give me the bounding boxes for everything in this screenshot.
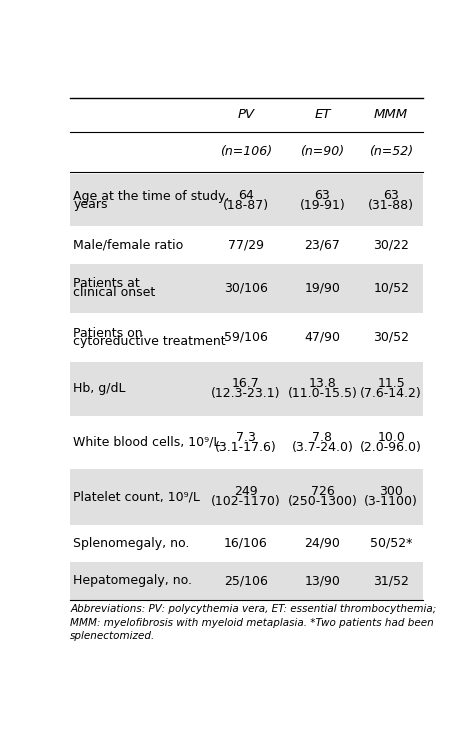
Text: 16/106: 16/106	[224, 537, 268, 550]
Text: (3.7-24.0): (3.7-24.0)	[292, 441, 353, 454]
Text: (n=106): (n=106)	[219, 145, 272, 158]
Text: years: years	[73, 198, 108, 211]
Text: Splenomegaly, no.: Splenomegaly, no.	[73, 537, 190, 550]
Text: Patients on: Patients on	[73, 326, 143, 340]
Text: Hb, g/dL: Hb, g/dL	[73, 382, 126, 395]
Text: ET: ET	[314, 108, 331, 121]
Text: 47/90: 47/90	[304, 331, 340, 344]
Text: Male/female ratio: Male/female ratio	[73, 238, 183, 252]
Text: 7.3: 7.3	[236, 431, 255, 444]
Bar	[70, 416, 423, 469]
Text: 19/90: 19/90	[304, 282, 340, 295]
Text: 64: 64	[238, 189, 254, 202]
Text: (7.6-14.2): (7.6-14.2)	[360, 387, 422, 400]
Text: (n=52): (n=52)	[369, 145, 413, 158]
Text: (2.0-96.0): (2.0-96.0)	[360, 441, 422, 454]
Text: 25/106: 25/106	[224, 574, 268, 588]
Text: 16.7: 16.7	[232, 378, 260, 390]
Bar	[70, 226, 423, 263]
Text: Hepatomegaly, no.: Hepatomegaly, no.	[73, 574, 192, 588]
Text: 31/52: 31/52	[373, 574, 409, 588]
Text: Abbreviations: PV: polycythemia vera, ET: essential thrombocythemia;
MMM: myelof: Abbreviations: PV: polycythemia vera, ET…	[70, 604, 437, 641]
Text: MMM: MMM	[374, 108, 408, 121]
Text: 24/90: 24/90	[304, 537, 340, 550]
Text: PV: PV	[237, 108, 254, 121]
Text: (n=90): (n=90)	[301, 145, 345, 158]
Text: 11.5: 11.5	[377, 378, 405, 390]
Text: (250-1300): (250-1300)	[288, 496, 357, 508]
Text: White blood cells, 10⁹/L: White blood cells, 10⁹/L	[73, 436, 220, 449]
Text: 63: 63	[315, 189, 330, 202]
Bar	[70, 174, 423, 226]
Text: 77/29: 77/29	[228, 238, 264, 252]
Bar	[70, 362, 423, 416]
Text: 10.0: 10.0	[377, 431, 405, 444]
Text: 7.8: 7.8	[312, 431, 332, 444]
Text: Platelet count, 10⁹/L: Platelet count, 10⁹/L	[73, 490, 200, 503]
Text: Patients at: Patients at	[73, 278, 140, 291]
Bar	[70, 562, 423, 600]
Bar	[70, 525, 423, 562]
Text: 50/52*: 50/52*	[370, 537, 412, 550]
Text: 13/90: 13/90	[304, 574, 340, 588]
Text: Age at the time of study,: Age at the time of study,	[73, 189, 229, 203]
Text: (102-1170): (102-1170)	[211, 496, 281, 508]
Text: clinical onset: clinical onset	[73, 286, 155, 299]
Text: 300: 300	[379, 485, 403, 499]
Bar	[70, 469, 423, 525]
Text: 13.8: 13.8	[309, 378, 336, 390]
Text: 726: 726	[310, 485, 334, 499]
Bar	[70, 313, 423, 362]
Text: (19-91): (19-91)	[300, 199, 345, 211]
Text: (11.0-15.5): (11.0-15.5)	[288, 387, 357, 400]
Text: (18-87): (18-87)	[223, 199, 269, 211]
Text: 10/52: 10/52	[373, 282, 409, 295]
Text: (3.1-17.6): (3.1-17.6)	[215, 441, 277, 454]
Text: (31-88): (31-88)	[368, 199, 414, 211]
Text: 63: 63	[383, 189, 399, 202]
Text: 30/52: 30/52	[373, 331, 409, 344]
Text: 30/106: 30/106	[224, 282, 268, 295]
Text: 59/106: 59/106	[224, 331, 268, 344]
Text: cytoreductive treatment: cytoreductive treatment	[73, 335, 226, 348]
Text: 30/22: 30/22	[373, 238, 409, 252]
Text: (12.3-23.1): (12.3-23.1)	[211, 387, 281, 400]
Text: 249: 249	[234, 485, 257, 499]
Text: 23/67: 23/67	[304, 238, 340, 252]
Bar	[70, 263, 423, 313]
Text: (3-1100): (3-1100)	[364, 496, 418, 508]
